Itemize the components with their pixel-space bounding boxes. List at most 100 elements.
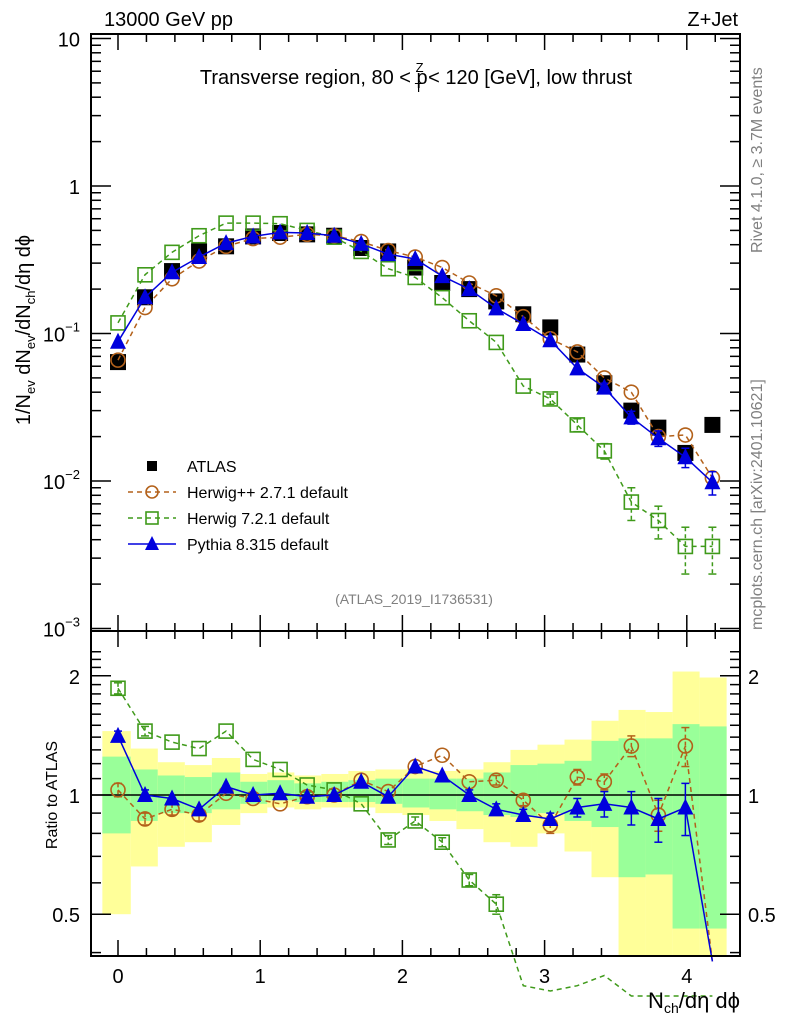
main-point (461, 312, 478, 329)
xlabel-a: N (648, 988, 664, 1013)
main-point (191, 248, 208, 265)
main-point (623, 384, 640, 400)
ratio-frame (90, 630, 741, 957)
main-point (407, 269, 423, 286)
ratio-band-green (537, 763, 565, 814)
ratio-point (353, 772, 370, 789)
title-pre: Transverse region, 80 < p (200, 67, 428, 89)
ratio-point (218, 777, 235, 794)
main-point (650, 429, 667, 446)
main-point (650, 512, 667, 529)
legend-label: Herwig++ 2.7.1 default (187, 485, 349, 502)
ratio-point (299, 787, 316, 804)
main-point (542, 391, 559, 407)
ratio-point (380, 832, 396, 848)
tick-base: 10 (43, 325, 65, 347)
ratio-point (245, 786, 262, 802)
xlabel-sub: ch (664, 1000, 679, 1016)
ratio-point (326, 786, 343, 802)
main-point (164, 263, 181, 280)
main-point (677, 448, 694, 465)
xlabel-b: /dη dϕ (679, 988, 740, 1013)
legend-marker (147, 461, 157, 471)
main-y-tick-label: 10−1 (43, 320, 80, 347)
main-point (596, 378, 613, 395)
ratio-point (164, 789, 181, 806)
tick-exponent: −3 (65, 615, 80, 630)
ratio-ticks (91, 651, 740, 954)
main-y-tick-label: 10−2 (43, 467, 80, 494)
tick-exponent: −1 (65, 320, 80, 335)
main-point (704, 538, 721, 555)
ratio-point (218, 723, 234, 739)
main-point (542, 319, 559, 336)
ratio-point (272, 761, 288, 778)
ratio-point (488, 772, 505, 788)
ylabel-a: 1/N (13, 394, 35, 425)
tick-base: 10 (43, 472, 65, 494)
ratio-point (245, 751, 261, 768)
main-point (299, 224, 316, 241)
ratio-y-tick-label-left: 2 (69, 667, 80, 689)
legend-marker (145, 485, 159, 499)
ratio-point (272, 784, 289, 801)
ratio-point (461, 786, 478, 802)
ratio-point (110, 782, 126, 798)
main-y-axis-label: 1/Nev dNev/dNch/dη dϕ (13, 235, 38, 425)
ratio-point (434, 766, 451, 783)
main-point (380, 245, 397, 262)
ratio-y-tick-label-right: 0.5 (748, 905, 776, 927)
title-sub: T (415, 80, 423, 95)
header-right: Z+Jet (687, 9, 738, 31)
ylabel-b-sub: ev (23, 335, 38, 349)
main-title: Transverse region, 80 < pZ T < 120 [GeV],… (200, 60, 633, 95)
ratio-point (353, 796, 369, 812)
ratio-point (461, 872, 478, 888)
main-point (596, 443, 613, 459)
ratio-point (488, 800, 505, 817)
ratio-point (569, 798, 586, 815)
mcplots-label: mcplots.cern.ch [arXiv:2401.10621] (749, 379, 766, 630)
ratio-point (488, 896, 505, 912)
ratio-series-line (117, 687, 713, 997)
main-point (164, 244, 180, 261)
main-point (569, 344, 586, 360)
main-point (461, 280, 478, 297)
ratio-band-green (429, 778, 457, 810)
ratio-point (191, 740, 207, 757)
ratio-point (137, 786, 154, 802)
main-ticks (91, 34, 740, 956)
main-point (623, 494, 640, 510)
ratio-point (596, 773, 613, 790)
main-point (110, 315, 126, 331)
ratio-point (515, 806, 532, 823)
ylabel-a-sub: ev (23, 380, 38, 394)
ratio-point (623, 738, 640, 754)
x-tick-label: 3 (539, 966, 550, 988)
main-y-tick-label: 10 (58, 30, 80, 52)
legend-marker (145, 536, 159, 550)
x-tick-label: 2 (397, 966, 408, 988)
ratio-y-tick-label-left: 0.5 (52, 905, 80, 927)
main-point (137, 288, 154, 305)
legend-label: Pythia 8.315 default (187, 537, 329, 554)
main-point (704, 416, 721, 433)
main-point (407, 249, 424, 266)
ratio-y-tick-label-left: 1 (69, 786, 80, 808)
legend: ATLAS Herwig++ 2.7.1 default Herwig 7.2.1 … (128, 459, 349, 554)
legend-label: Herwig 7.2.1 default (187, 511, 330, 528)
ratio-point (623, 798, 640, 815)
main-point (191, 227, 207, 244)
main-point (488, 334, 505, 351)
ratio-series-filled-triangle (110, 726, 714, 962)
ratio-y-tick-label-right: 2 (748, 667, 759, 689)
x-tick-label: 4 (681, 966, 692, 988)
main-point (569, 359, 586, 376)
ratio-bands (102, 671, 727, 956)
ratio-point (407, 813, 423, 829)
main-point (542, 331, 559, 348)
ratio-point (569, 769, 586, 785)
main-point (677, 538, 694, 555)
